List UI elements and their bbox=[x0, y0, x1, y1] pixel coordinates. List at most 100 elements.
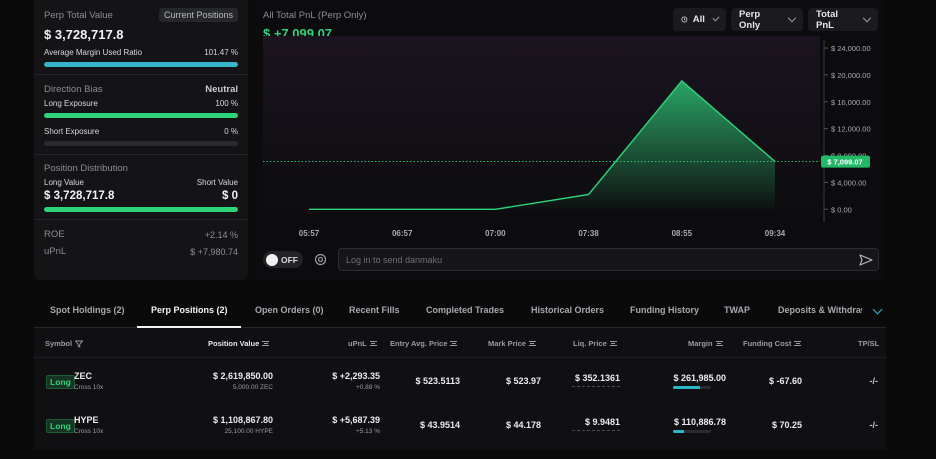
mark-price: $ 44.178 bbox=[505, 420, 541, 430]
col-liq-price[interactable]: Liq. Price bbox=[573, 339, 617, 348]
perp-positions-table: Symbol Position Value uPnL Entry Avg. Pr… bbox=[34, 328, 886, 450]
roe-value: +2.14 % bbox=[204, 229, 238, 240]
liq-price-underline bbox=[572, 386, 620, 387]
perp-total-value: $ 3,728,717.8 bbox=[44, 27, 124, 42]
range-selector[interactable]: All bbox=[673, 8, 726, 31]
entry-price: $ 43.9514 bbox=[419, 420, 460, 430]
filter-icon[interactable] bbox=[75, 340, 84, 348]
upnl: $ +5,687.39 bbox=[332, 415, 380, 425]
col-liq-price-label: Liq. Price bbox=[573, 339, 607, 348]
col-funding-cost[interactable]: Funding Cost bbox=[743, 339, 802, 348]
col-margin[interactable]: Margin bbox=[688, 339, 723, 348]
chevron-down-icon bbox=[863, 13, 872, 23]
col-entry-price[interactable]: Entry Avg. Price bbox=[390, 339, 458, 348]
liq-price-underline bbox=[572, 430, 620, 431]
x-tick-label: 06:57 bbox=[392, 229, 413, 238]
sort-icon bbox=[715, 341, 723, 346]
tab-completed-trades[interactable]: Completed Trades bbox=[426, 305, 505, 315]
x-tick-label: 07:00 bbox=[485, 229, 506, 238]
tab-funding-history[interactable]: Funding History bbox=[630, 305, 699, 315]
y-tick-label: $ 16,000.00 bbox=[831, 98, 871, 107]
y-tick-label: $ 12,000.00 bbox=[831, 125, 871, 134]
long-value: $ 3,728,717.8 bbox=[44, 190, 115, 202]
pnl-series-line bbox=[309, 79, 776, 210]
sort-icon bbox=[609, 341, 617, 346]
pnl-area-fill bbox=[309, 80, 775, 210]
tpsl-value[interactable]: -/- bbox=[869, 376, 879, 386]
col-symbol[interactable]: Symbol bbox=[45, 339, 84, 348]
tab-spot-holdings[interactable]: Spot Holdings (2) bbox=[50, 305, 125, 315]
clock-icon bbox=[681, 16, 688, 23]
symbol[interactable]: ZEC bbox=[74, 371, 92, 381]
long-exposure-label: Long Exposure bbox=[44, 99, 98, 108]
short-value-label: Short Value bbox=[196, 178, 238, 187]
upnl: $ +2,293.35 bbox=[332, 371, 380, 381]
col-tpsl: TP/SL bbox=[858, 339, 880, 348]
table-row[interactable]: Long ZEC Cross 10x $ 2,619,850.00 5,000.… bbox=[34, 357, 886, 403]
margin-value: $ 261,985.00 bbox=[673, 373, 726, 383]
margin-usage-bar bbox=[673, 386, 711, 389]
sort-icon bbox=[528, 341, 536, 346]
danmaku-toggle-label: OFF bbox=[281, 254, 298, 265]
liq-price: $ 9.9481 bbox=[584, 417, 620, 427]
tab-deposits-withdrawals[interactable]: Deposits & Withdrawals bbox=[778, 305, 862, 315]
y-tick-label: $ 0.00 bbox=[831, 205, 852, 214]
divider bbox=[34, 154, 248, 155]
tab-historical-orders[interactable]: Historical Orders bbox=[531, 305, 605, 315]
send-icon[interactable] bbox=[859, 254, 873, 266]
chevron-down-icon bbox=[788, 13, 797, 23]
position-value: $ 2,619,850.00 bbox=[212, 371, 273, 381]
y-tick-label: $ 20,000.00 bbox=[831, 71, 871, 80]
mark-price: $ 523.97 bbox=[505, 376, 541, 386]
liq-price: $ 352.1361 bbox=[574, 373, 620, 383]
col-position-value-label: Position Value bbox=[208, 339, 260, 348]
col-position-value[interactable]: Position Value bbox=[208, 339, 270, 348]
col-funding-cost-label: Funding Cost bbox=[743, 339, 792, 348]
short-exposure-bar bbox=[44, 141, 238, 146]
col-upnl[interactable]: uPnL bbox=[348, 339, 377, 348]
margin-mode: Cross 10x bbox=[74, 428, 104, 435]
danmaku-toggle[interactable]: OFF bbox=[263, 251, 303, 268]
long-exposure-bar bbox=[44, 113, 238, 118]
sort-icon bbox=[450, 341, 458, 346]
positions-tab-bar: Spot Holdings (2) Perp Positions (2) Ope… bbox=[34, 296, 886, 328]
position-value: $ 1,108,867.80 bbox=[212, 415, 273, 425]
table-row[interactable]: Long HYPE Cross 10x $ 1,108,867.80 25,10… bbox=[34, 404, 886, 450]
col-upnl-label: uPnL bbox=[348, 339, 367, 348]
symbol[interactable]: HYPE bbox=[74, 415, 99, 425]
tab-recent-fills[interactable]: Recent Fills bbox=[349, 305, 400, 315]
col-margin-label: Margin bbox=[688, 339, 713, 348]
account-summary-panel: Perp Total Value Current Positions $ 3,7… bbox=[34, 0, 248, 280]
x-tick-label: 05:57 bbox=[299, 229, 320, 238]
chevron-down-icon[interactable] bbox=[872, 304, 883, 315]
short-exposure-label: Short Exposure bbox=[44, 127, 100, 136]
danmaku-placeholder: Log in to send danmaku bbox=[346, 254, 443, 265]
upnl-value: $ +7,980.74 bbox=[190, 246, 238, 257]
avg-margin-bar bbox=[44, 62, 238, 67]
tab-open-orders[interactable]: Open Orders (0) bbox=[255, 305, 324, 315]
long-exposure-value: 100 % bbox=[215, 99, 238, 108]
long-value-label: Long Value bbox=[44, 178, 84, 187]
entry-price: $ 523.5113 bbox=[415, 376, 460, 386]
position-distribution-label: Position Distribution bbox=[44, 163, 128, 174]
margin-usage-bar bbox=[673, 430, 711, 433]
chart-title: All Total PnL (Perp Only) bbox=[263, 10, 367, 21]
x-tick-label: 09:34 bbox=[765, 229, 786, 238]
short-exposure-value: 0 % bbox=[224, 127, 238, 136]
danmaku-input[interactable]: Log in to send danmaku bbox=[338, 248, 879, 271]
settings-icon[interactable] bbox=[314, 253, 327, 266]
upnl-percent: +5.13 % bbox=[355, 428, 380, 435]
sort-icon bbox=[262, 341, 270, 346]
y-tick-label: $ 4,000.00 bbox=[831, 178, 866, 187]
tab-perp-positions[interactable]: Perp Positions (2) bbox=[151, 305, 228, 315]
col-mark-price-label: Mark Price bbox=[488, 339, 526, 348]
current-positions-button[interactable]: Current Positions bbox=[158, 8, 238, 22]
type-selector[interactable]: Perp Only bbox=[731, 8, 803, 31]
tpsl-value[interactable]: -/- bbox=[869, 420, 879, 430]
divider bbox=[34, 74, 248, 75]
tab-twap[interactable]: TWAP bbox=[724, 305, 750, 315]
pnl-chart-panel: All Total PnL (Perp Only) $ +7,099.07 Al… bbox=[255, 0, 886, 280]
upnl-label: uPnL bbox=[44, 246, 67, 257]
metric-selector[interactable]: Total PnL bbox=[808, 8, 878, 31]
col-mark-price[interactable]: Mark Price bbox=[488, 339, 536, 348]
